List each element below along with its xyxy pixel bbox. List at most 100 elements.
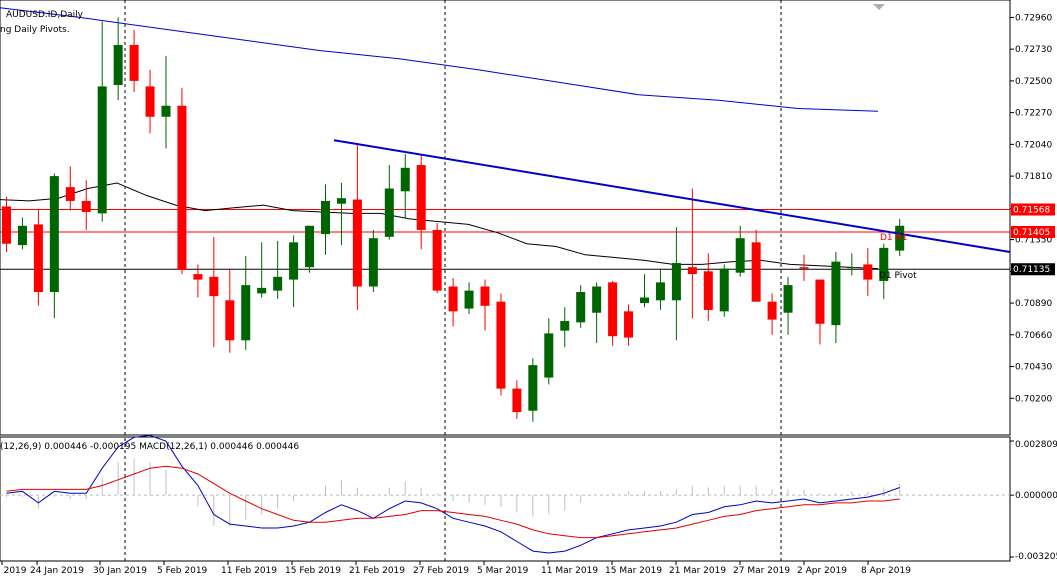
y-tick-label: 0.72500 <box>1015 77 1052 87</box>
x-tick-label: 21 Mar 2019 <box>669 566 726 576</box>
sma200-line <box>0 7 879 112</box>
bear-candle <box>496 301 506 389</box>
bull-candle <box>783 285 793 313</box>
bear-candle <box>608 282 618 337</box>
bear-candle <box>81 200 91 212</box>
bull-candle <box>528 365 538 411</box>
x-tick-label: 30 Jan 2019 <box>93 566 147 576</box>
bull-candle <box>273 276 283 291</box>
x-tick-label: 2 Apr 2019 <box>797 566 847 576</box>
bull-candle <box>671 263 681 301</box>
bear-candle <box>33 224 43 293</box>
bear-candle <box>65 187 75 201</box>
bull-candle <box>735 238 745 273</box>
y-tick-label: 0.70430 <box>1015 363 1052 373</box>
x-tick-label: 24 Jan 2019 <box>30 566 84 576</box>
bull-candle <box>161 105 171 117</box>
bull-candle <box>895 225 905 251</box>
sma50-line <box>0 182 879 270</box>
bull-candle <box>831 261 841 326</box>
bull-candle <box>257 287 267 294</box>
bull-candle <box>17 225 27 246</box>
y-tick-label: 0.72730 <box>1015 45 1052 55</box>
bear-candle <box>352 199 362 287</box>
x-tick-label: 21 Feb 2019 <box>349 566 405 576</box>
bear-candle <box>624 311 634 338</box>
macd-line <box>6 434 900 554</box>
bull-candle <box>336 198 346 204</box>
y-tick-label: 0.70890 <box>1015 299 1052 309</box>
bull-candle <box>464 290 474 309</box>
chart-title: AUDUSD.ID,Daily <box>6 10 84 20</box>
bear-candle <box>225 300 235 341</box>
x-tick-label: 15 Feb 2019 <box>285 566 341 576</box>
bull-candle <box>241 285 251 341</box>
main-panel-frame <box>0 0 1011 436</box>
r1-label: D1 R1 <box>880 233 908 243</box>
x-tick-label: 15 Mar 2019 <box>605 566 662 576</box>
x-tick-label: 27 Feb 2019 <box>413 566 469 576</box>
x-tick-label: 11 Feb 2019 <box>221 566 277 576</box>
bull-candle <box>879 247 889 281</box>
x-tick-label: 5 Feb 2019 <box>157 566 208 576</box>
bull-candle <box>400 167 410 192</box>
bull-candle <box>560 320 570 331</box>
y-tick-label: 0.70200 <box>1015 394 1052 404</box>
x-tick-label: 1 2019 <box>0 566 27 576</box>
indicator-label: ng Daily Pivots. <box>0 25 70 35</box>
bear-candle <box>480 286 490 306</box>
bull-candle <box>97 86 107 214</box>
bull-candle <box>113 45 123 86</box>
bear-candle <box>512 388 522 413</box>
y-tick-label: 0.71350 <box>1015 236 1052 246</box>
bull-candle <box>592 286 602 313</box>
bull-candle <box>368 238 378 287</box>
x-tick-label: 11 Mar 2019 <box>541 566 598 576</box>
x-tick-label: 8 Apr 2019 <box>861 566 911 576</box>
bear-candle <box>129 45 139 81</box>
bear-candle <box>416 165 426 230</box>
pivot-label: D1 Pivot <box>879 271 917 281</box>
bear-candle <box>687 267 697 275</box>
bull-candle <box>289 242 299 280</box>
bear-candle <box>2 206 11 244</box>
y-tick-label: 0.71810 <box>1015 172 1052 182</box>
level-tag-r1: 0.71405 <box>1013 228 1050 238</box>
bear-candle <box>815 279 825 324</box>
bear-candle <box>799 267 809 269</box>
macd-y-tick-label: 0.000000 <box>1015 491 1057 501</box>
macd-y-tick-label: -0.003205 <box>1015 552 1057 562</box>
macd-label: (12,26,9) 0.000446 -0.000195 MACD(12,26,… <box>0 442 299 452</box>
x-tick-label: 27 Mar 2019 <box>733 566 790 576</box>
bear-candle <box>193 274 203 280</box>
bull-candle <box>305 225 315 268</box>
bear-candle <box>448 286 458 312</box>
bear-candle <box>751 242 761 302</box>
y-tick-label: 0.72960 <box>1015 13 1052 23</box>
bear-candle <box>145 86 155 117</box>
level-tag-r1-bg <box>1011 225 1055 238</box>
level-tag-pivot-bg <box>1011 263 1055 276</box>
bull-candle <box>655 282 665 301</box>
y-tick-label: 0.70660 <box>1015 331 1052 341</box>
macd-y-tick-label: 0.002809 <box>1015 440 1057 450</box>
shift-marker-icon[interactable] <box>873 4 885 10</box>
macd-panel-frame <box>0 436 1011 562</box>
y-tick-label: 0.72040 <box>1015 140 1052 150</box>
bear-candle <box>432 229 442 291</box>
bull-candle <box>321 200 330 235</box>
bear-candle <box>703 271 713 310</box>
bull-candle <box>384 188 394 237</box>
y-tick-label: 0.72270 <box>1015 109 1052 119</box>
bull-candle <box>640 297 649 304</box>
level-tag-upper: 0.71568 <box>1013 205 1050 215</box>
bull-candle <box>576 292 586 323</box>
signal-line <box>6 465 900 539</box>
trendline <box>333 139 1011 253</box>
bear-candle <box>863 264 873 280</box>
bull-candle <box>544 333 554 378</box>
bear-candle <box>209 276 219 297</box>
level-tag-pivot: 0.71135 <box>1013 265 1050 275</box>
bull-candle <box>847 267 857 269</box>
